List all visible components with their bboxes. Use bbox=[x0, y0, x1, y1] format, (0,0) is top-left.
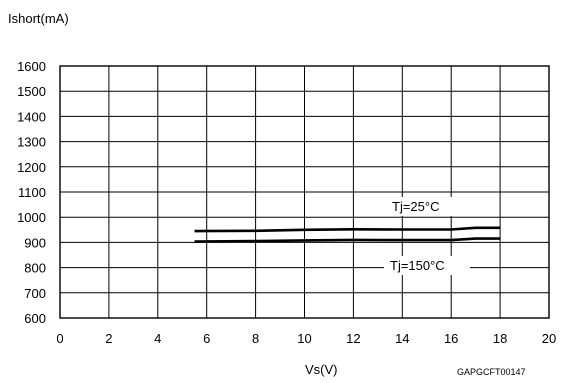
series-label-0: Tj=25°C bbox=[392, 199, 439, 214]
y-tick-label-4: 1000 bbox=[17, 210, 46, 225]
y-tick-label-9: 1500 bbox=[17, 84, 46, 99]
y-tick-label-6: 1200 bbox=[17, 160, 46, 175]
series-label-bg-0 bbox=[384, 197, 464, 216]
series-label-1: Tj=150°C bbox=[390, 258, 445, 273]
y-tick-labels: 600 700 800 900 1000 1100 1200 1300 1400 1500 1600 bbox=[17, 59, 46, 326]
y-tick-label-7: 1300 bbox=[17, 135, 46, 150]
x-tick-label-3: 6 bbox=[203, 331, 210, 346]
series-line-1 bbox=[194, 237, 501, 243]
x-tick-labels: 0 2 4 6 8 10 12 14 16 18 20 bbox=[56, 331, 556, 346]
x-tick-label-7: 14 bbox=[395, 331, 409, 346]
x-tick-label-5: 10 bbox=[297, 331, 311, 346]
x-tick-label-9: 18 bbox=[493, 331, 507, 346]
x-tick-label-10: 20 bbox=[542, 331, 556, 346]
x-tick-label-6: 12 bbox=[346, 331, 360, 346]
y-tick-label-5: 1100 bbox=[18, 185, 46, 200]
y-tick-label-2: 800 bbox=[24, 261, 46, 276]
y-tick-label-8: 1400 bbox=[17, 109, 46, 124]
x-tick-label-0: 0 bbox=[56, 331, 63, 346]
x-tick-label-8: 16 bbox=[444, 331, 458, 346]
grid-lines bbox=[59, 65, 550, 319]
figure-code: GAPGCFT00147 bbox=[457, 367, 526, 377]
plot-area-frame bbox=[59, 65, 550, 319]
x-tick-label-1: 2 bbox=[105, 331, 112, 346]
y-tick-label-3: 900 bbox=[24, 235, 46, 250]
y-tick-label-1: 700 bbox=[24, 286, 46, 301]
y-tick-label-10: 1600 bbox=[17, 59, 46, 74]
x-tick-label-2: 4 bbox=[154, 331, 161, 346]
x-tick-label-4: 8 bbox=[252, 331, 259, 346]
y-tick-label-0: 600 bbox=[24, 311, 46, 326]
y-axis-title: Ishort(mA) bbox=[8, 11, 69, 26]
series-labels: Tj=25°C Tj=150°C bbox=[384, 197, 470, 275]
series-line-0 bbox=[194, 226, 501, 233]
series-lines bbox=[194, 226, 501, 243]
series-label-bg-1 bbox=[384, 256, 470, 275]
x-axis-title: Vs(V) bbox=[305, 362, 338, 377]
